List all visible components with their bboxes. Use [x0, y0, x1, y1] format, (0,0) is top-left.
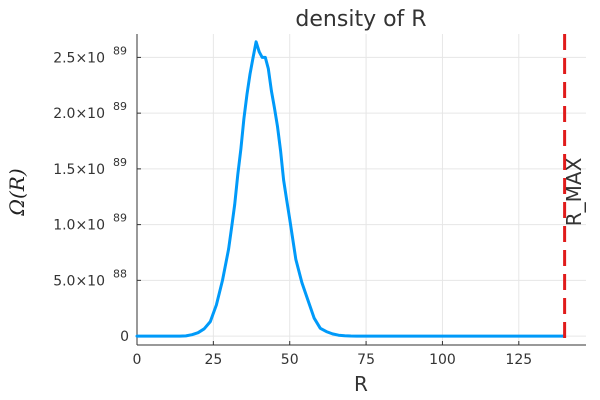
- grid-lines: [136, 34, 586, 345]
- r-max-marker: R_MAX: [562, 34, 586, 345]
- density-line: [135, 40, 567, 338]
- y-tick-label: 0: [120, 329, 129, 345]
- x-tick-label: 50: [281, 352, 299, 368]
- x-tick-label: 125: [505, 352, 532, 368]
- x-tick-label: 0: [133, 352, 142, 368]
- tick-labels: 0 25 50 75 100 125 0 5.0×10 88 1.0×10 89 1.5×10 89 2.…: [53, 44, 532, 368]
- y-tick-label: 1.0×10: [53, 218, 105, 234]
- y-tick-exponent: 89: [113, 156, 127, 169]
- y-tick-exponent: 88: [113, 267, 127, 280]
- y-tick-label: 2.5×10: [53, 50, 105, 66]
- x-tick-label: 25: [204, 352, 222, 368]
- series-layer: [135, 40, 567, 338]
- x-tick-label: 75: [357, 352, 375, 368]
- y-tick-exponent: 89: [113, 44, 127, 57]
- x-tick-label: 100: [429, 352, 456, 368]
- x-axis-label: R: [354, 372, 368, 396]
- y-tick-exponent: 89: [113, 100, 127, 113]
- y-tick-exponent: 89: [113, 212, 127, 225]
- y-axis-label: Ω(R): [5, 168, 29, 216]
- y-tick-label: 5.0×10: [53, 273, 105, 289]
- y-tick-label: 1.5×10: [53, 162, 105, 178]
- r-max-label: R_MAX: [562, 157, 586, 226]
- axes: [136, 34, 586, 346]
- chart-title: density of R: [295, 7, 426, 32]
- y-tick-label: 2.0×10: [53, 106, 105, 122]
